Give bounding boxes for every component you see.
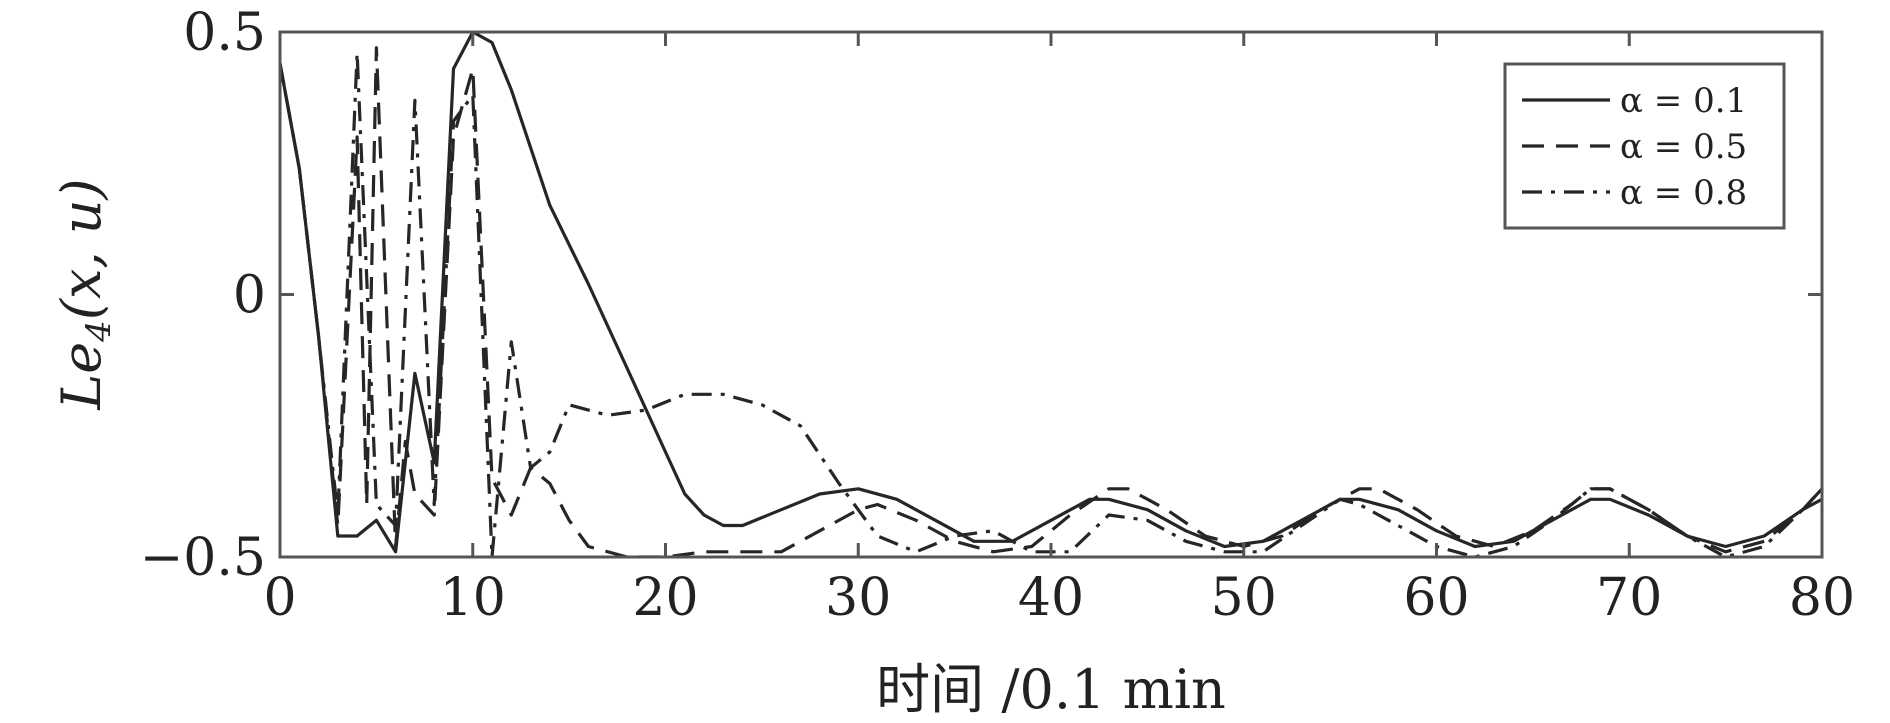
series-line-dashdot <box>280 51 1822 557</box>
x-axis-label: 时间 /0.1 min <box>876 658 1226 721</box>
y-tick-label: −0.5 <box>140 528 266 588</box>
x-tick-label: 80 <box>1789 568 1855 628</box>
legend-label: α = 0.5 <box>1620 127 1747 167</box>
legend-label: α = 0.1 <box>1620 81 1747 121</box>
x-tick-label: 20 <box>632 568 698 628</box>
y-axis-label-args: (x, u) <box>50 178 113 320</box>
series-line-dashed <box>280 46 1822 557</box>
x-tick-label: 70 <box>1596 568 1662 628</box>
y-axis-ticks: −0.5 0 0.5 <box>140 3 1822 588</box>
x-tick-label: 0 <box>263 568 296 628</box>
y-axis-label-subscript: 4 <box>79 320 119 343</box>
x-axis-ticks: 0 10 20 30 40 50 60 70 80 <box>263 32 1855 628</box>
legend-box <box>1503 62 1786 230</box>
series-group <box>280 32 1822 557</box>
legend: α = 0.1 α = 0.5 α = 0.8 <box>1503 62 1786 230</box>
x-tick-label: 50 <box>1211 568 1277 628</box>
y-axis-label: Le4(x, u) <box>50 178 119 410</box>
y-tick-label: 0 <box>233 266 266 326</box>
y-axis-label-base: Le <box>50 342 113 411</box>
x-tick-label: 10 <box>440 568 506 628</box>
legend-label: α = 0.8 <box>1620 173 1747 213</box>
y-tick-label: 0.5 <box>183 3 266 63</box>
x-tick-label: 60 <box>1403 568 1469 628</box>
x-tick-label: 40 <box>1018 568 1084 628</box>
x-tick-label: 30 <box>825 568 891 628</box>
